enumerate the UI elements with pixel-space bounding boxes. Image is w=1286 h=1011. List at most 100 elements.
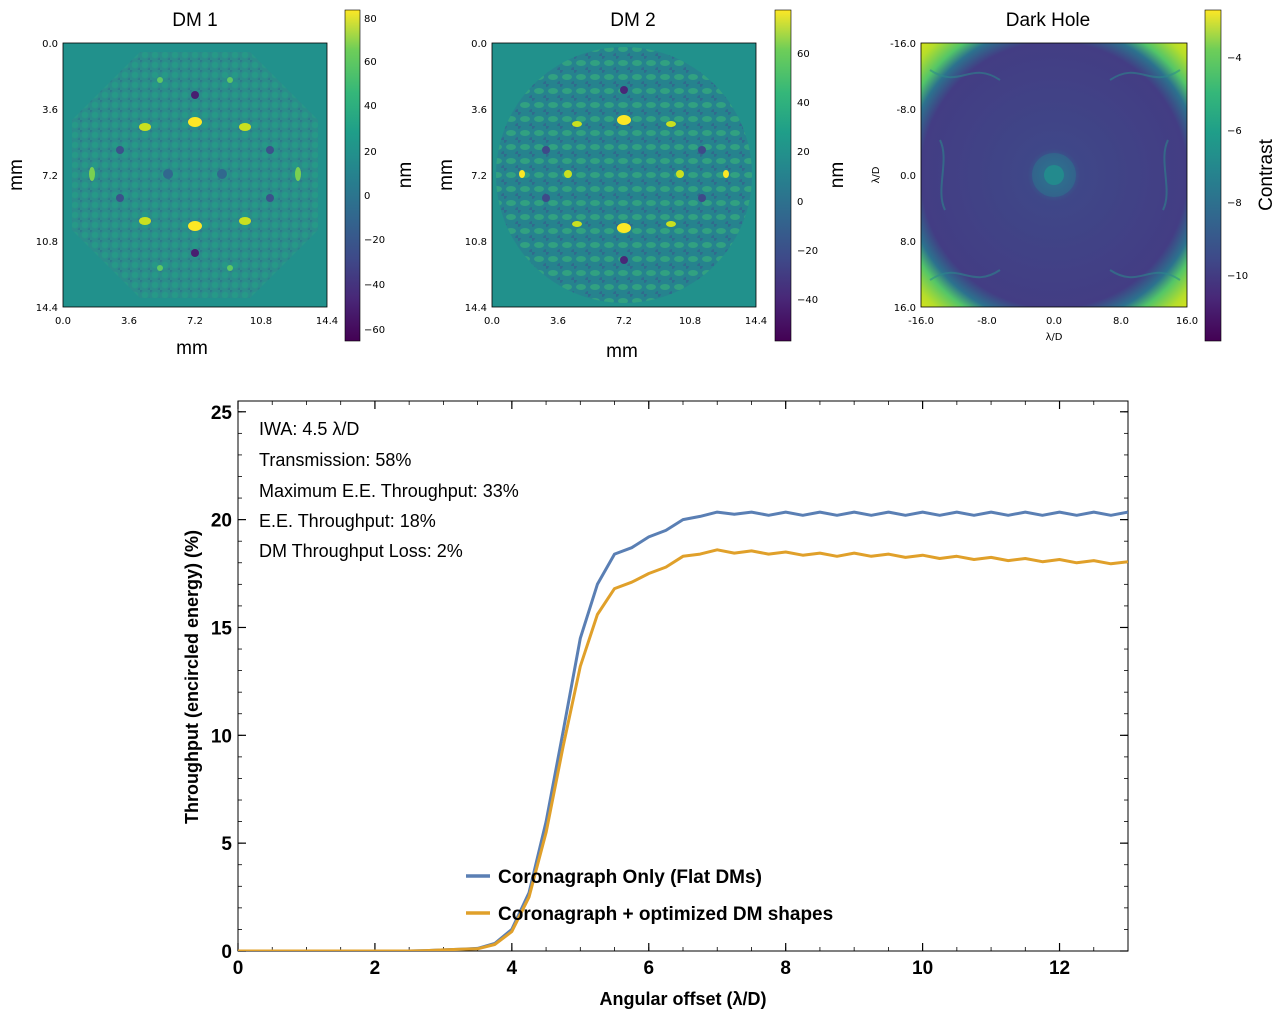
darkhole-xtick: 8.0 [1113,316,1129,327]
dm2-ytick: 10.8 [465,237,487,248]
darkhole-xtick: 0.0 [1046,316,1062,327]
dm1-ytick: 14.4 [36,303,58,314]
dm1-cbtick: 20 [364,147,377,158]
darkhole-ytick: 0.0 [900,171,916,182]
x-tick-label: 8 [780,958,791,979]
x-tick-label: 10 [912,958,933,979]
dm2-aperture [496,47,752,303]
throughput-chart: 0 2 4 6 8 10 12 0 5 10 15 20 25 IWA: 4.5 λ/D Transmi… [182,400,1129,1009]
dm1-xtick: 7.2 [187,316,203,327]
dm1-ytick: 7.2 [42,171,58,182]
y-tick-label: 0 [221,942,232,963]
series-line-optimized-dms [238,548,1128,951]
dm1-cblabel: nm [395,162,416,188]
darkhole-cblabel: Contrast [1256,138,1277,211]
dm1-yaxis: 0.0 3.6 7.2 10.8 14.4 mm [6,39,58,314]
legend: Coronagraph Only (Flat DMs) Coronagraph … [466,867,833,925]
dm1-features [89,77,301,271]
darkhole-yaxis: -16.0 -8.0 0.0 8.0 16.0 λ/D [871,39,916,314]
darkhole-xtick: -8.0 [977,316,997,327]
darkhole-xaxis: -16.0 -8.0 0.0 8.0 16.0 λ/D [908,316,1198,343]
dm1-cbtick: 60 [364,57,377,68]
dm2-xtick: 0.0 [484,316,500,327]
dm1-ytick: 0.0 [42,39,58,50]
dm2-cbtick: −40 [797,295,818,306]
dm1-xtick: 0.0 [55,316,71,327]
main-axis-ticks: 0 2 4 6 8 10 12 0 5 10 15 20 25 [211,401,1129,979]
dm1-colorbar: 80 60 40 20 0 −20 −40 −60 nm [344,9,416,342]
darkhole-ylabel: λ/D [871,166,882,183]
y-tick-label: 5 [221,834,232,855]
darkhole-ytick: 8.0 [900,237,916,248]
series-line-flat-dms [238,510,1128,951]
annotation-dm-loss: DM Throughput Loss: 2% [259,541,463,561]
dm2-ytick: 3.6 [471,105,487,116]
dm1-xaxis: 0.0 3.6 7.2 10.8 14.4 mm [55,316,338,359]
main-ylabel: Throughput (encircled energy) (%) [182,530,202,824]
dm2-ylabel: mm [436,159,457,191]
dm2-cbtick: 60 [797,49,810,60]
darkhole-speckle [929,69,1181,281]
darkhole-ytick: 16.0 [894,303,916,314]
dm1-xlabel: mm [176,338,208,359]
annotation-ee: E.E. Throughput: 18% [259,511,436,531]
darkhole-cbtick: −6 [1227,126,1242,137]
x-tick-label: 0 [233,958,244,979]
dm1-cbtick: −40 [364,280,385,291]
dm2-title: DM 2 [610,10,655,31]
dm2-xtick: 14.4 [745,316,767,327]
y-tick-label: 15 [211,618,233,639]
dm2-xtick: 7.2 [616,316,632,327]
dm1-xtick: 10.8 [250,316,272,327]
dm2-ytick: 0.0 [471,39,487,50]
dm1-xtick: 3.6 [121,316,137,327]
dm2-heatmap [492,43,756,307]
darkhole-panel: Dark Hole -16.0 -8.0 0.0 8.0 16.0 λ/D [871,9,1277,343]
darkhole-ytick: -8.0 [896,105,916,116]
dm2-yaxis: 0.0 3.6 7.2 10.8 14.4 mm [436,39,487,314]
dm1-heatmap [63,43,327,307]
legend-label-optimized: Coronagraph + optimized DM shapes [498,904,833,925]
darkhole-xtick: -16.0 [908,316,934,327]
dm2-ytick: 7.2 [471,171,487,182]
dm2-cbtick: 40 [797,98,810,109]
darkhole-cbtick: −8 [1227,198,1242,209]
dm2-panel: DM 2 [436,9,848,362]
x-tick-label: 2 [370,958,381,979]
annotation-iwa: IWA: 4.5 λ/D [259,419,359,439]
dm1-cbtick: −60 [364,325,385,336]
annotation-block: IWA: 4.5 λ/D Transmission: 58% Maximum E… [259,419,519,561]
dm2-cblabel: nm [827,162,848,188]
annotation-max-ee: Maximum E.E. Throughput: 33% [259,481,519,501]
dm1-title: DM 1 [172,10,217,31]
y-tick-label: 20 [211,511,232,532]
y-tick-label: 25 [211,403,233,424]
dm1-ytick: 10.8 [36,237,58,248]
dm1-cbtick: 0 [364,191,370,202]
darkhole-cbtick: −10 [1227,271,1248,282]
legend-label-flat: Coronagraph Only (Flat DMs) [498,867,762,888]
dm2-xlabel: mm [606,341,638,362]
dm1-xtick: 14.4 [316,316,338,327]
annotation-transmission: Transmission: 58% [259,450,411,470]
dm2-xaxis: 0.0 3.6 7.2 10.8 14.4 mm [484,316,767,362]
dm2-cbtick: 0 [797,197,803,208]
darkhole-ytick: -16.0 [890,39,916,50]
dm1-cbtick: 80 [364,14,377,25]
darkhole-title: Dark Hole [1006,10,1090,31]
dm2-xtick: 3.6 [550,316,566,327]
darkhole-cbtick: −4 [1227,53,1242,64]
dm2-ytick: 14.4 [465,303,487,314]
dm1-aperture [72,52,318,298]
dm2-colorbar: 60 40 20 0 −20 −40 nm [774,9,848,342]
dm1-ytick: 3.6 [42,105,58,116]
darkhole-heatmap [921,43,1187,307]
dm2-cbtick: 20 [797,147,810,158]
darkhole-xtick: 16.0 [1176,316,1198,327]
dm1-ylabel: mm [6,159,27,191]
dm1-cbtick: −20 [364,235,385,246]
x-tick-label: 12 [1049,958,1070,979]
dm2-features [519,86,729,264]
plot-area [237,400,1129,952]
